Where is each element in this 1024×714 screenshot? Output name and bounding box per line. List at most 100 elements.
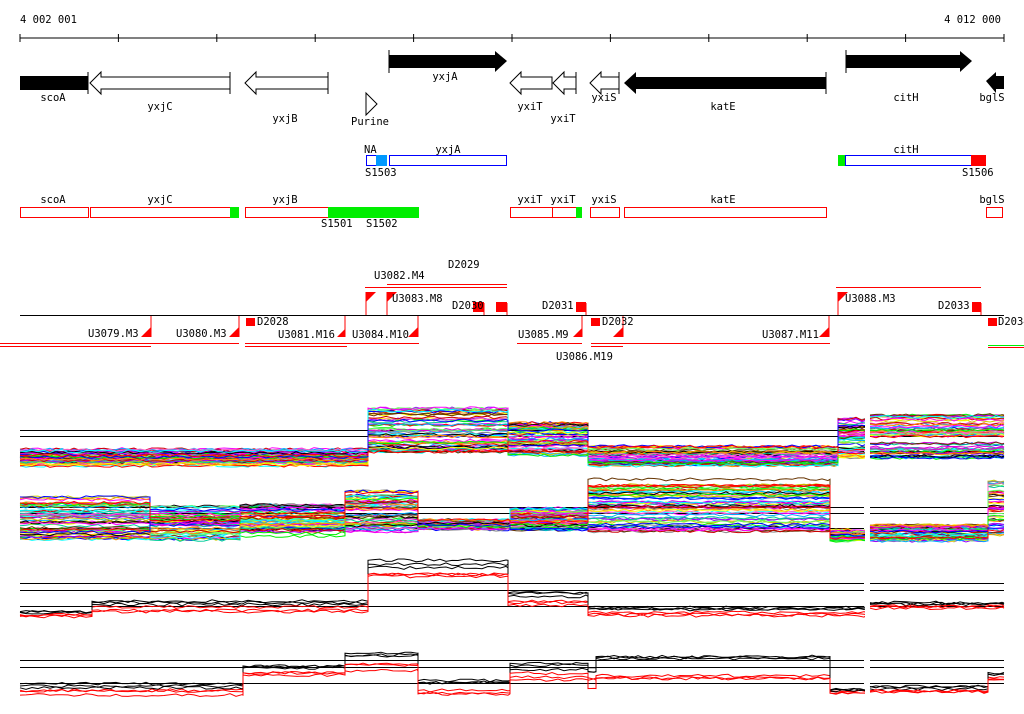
- expression-series-line: [19, 653, 1005, 692]
- ruler-ticks: [19, 34, 1005, 42]
- expression-series-line: [19, 425, 1005, 462]
- segmentation-track: U3082.M4 U3083.M8 D2029 D2030 D2031 U308…: [0, 259, 1024, 363]
- expression-panels: [19, 380, 1005, 714]
- expression-panel-1: [19, 380, 1005, 490]
- segment-label-d2030[interactable]: D2030: [452, 300, 484, 312]
- gene-track: scoA yxjC yxjB Purine yxjA yxiT yxiT yxi…: [20, 50, 1005, 128]
- transcript-label: yxiS: [591, 194, 616, 206]
- segment-label-u3087[interactable]: U3087.M11: [762, 329, 819, 341]
- expression-series-line: [19, 427, 1005, 456]
- transcript-yxiT-2[interactable]: [552, 207, 577, 218]
- site-label-s1506: S1506: [962, 167, 994, 179]
- operon-label-na: NA: [364, 144, 377, 156]
- gene-yxiT-2[interactable]: yxiT: [550, 70, 577, 125]
- transcript-track: [20, 207, 1003, 218]
- segment-label-u3084[interactable]: U3084.M10: [352, 329, 409, 341]
- gene-label: citH: [893, 92, 918, 104]
- transcript-yxjC[interactable]: [90, 207, 231, 218]
- gene-yxiT-1[interactable]: yxiT: [509, 70, 553, 113]
- segment-label-u3088[interactable]: U3088.M3: [845, 293, 896, 305]
- expression-series-line: [19, 408, 1005, 468]
- operon-label-yxjA: yxjA: [435, 144, 461, 156]
- transcript-yxiT-1[interactable]: [510, 207, 553, 218]
- gene-yxjC[interactable]: yxjC: [89, 70, 231, 113]
- operon-na[interactable]: [366, 155, 388, 166]
- gene-label: Purine: [351, 116, 389, 128]
- expression-series-line: [19, 483, 1005, 540]
- expression-series-line: [19, 418, 1005, 460]
- transcript-label: yxjB: [272, 194, 297, 206]
- segment-label-u3082[interactable]: U3082.M4: [374, 270, 425, 282]
- expression-series-line: [19, 434, 1005, 458]
- gene-katE[interactable]: katE: [624, 72, 827, 113]
- gene-label: yxjA: [432, 71, 458, 83]
- segment-label-d2031[interactable]: D2031: [542, 300, 574, 312]
- segment-label-u3083[interactable]: U3083.M8: [392, 293, 443, 305]
- gene-yxiS[interactable]: yxiS: [589, 70, 620, 104]
- transcript-label: bglS: [979, 194, 1004, 206]
- segment-label-d2028[interactable]: D2028: [257, 316, 289, 328]
- expression-series-line: [19, 572, 1005, 617]
- expression-series-line: [19, 651, 1004, 692]
- ruler-start-label: 4 002 001: [20, 14, 77, 26]
- transcript-katE[interactable]: [624, 207, 827, 218]
- gene-label: katE: [710, 101, 735, 113]
- transcript-label: katE: [710, 194, 735, 206]
- gene-citH[interactable]: citH: [845, 50, 972, 104]
- gene-yxjA[interactable]: yxjA: [388, 50, 507, 83]
- operon-yxjA[interactable]: [389, 155, 507, 166]
- transcript-site: [328, 207, 419, 218]
- transcript-yxjB[interactable]: [245, 207, 329, 218]
- expression-series-line: [19, 562, 1005, 614]
- expression-series-line: [19, 426, 1005, 465]
- transcript-site: [576, 207, 582, 218]
- transcript-label: yxiT: [550, 194, 576, 206]
- transcript-scoA[interactable]: [20, 207, 89, 218]
- segment-label-u3085[interactable]: U3085.M9: [518, 329, 569, 341]
- terminator-purine[interactable]: Purine: [351, 91, 389, 128]
- panel-gap: [865, 457, 869, 567]
- gene-label: yxjC: [147, 101, 172, 113]
- operon-citH[interactable]: [838, 155, 986, 166]
- gene-yxjB[interactable]: yxjB: [244, 70, 329, 125]
- gene-label: yxiT: [517, 101, 543, 113]
- gene-label: yxiT: [550, 113, 576, 125]
- transcript-site: [230, 207, 239, 218]
- ruler-end-label: 4 012 000: [944, 14, 1001, 26]
- expression-panel-3: [19, 533, 1005, 643]
- segment-label-d2033[interactable]: D2033: [938, 300, 970, 312]
- segment-label-d2032[interactable]: D2032: [602, 316, 634, 328]
- gene-label: scoA: [40, 92, 66, 104]
- transcript-yxiS[interactable]: [590, 207, 620, 218]
- transcript-label: yxjC: [147, 194, 172, 206]
- expression-series-line: [19, 663, 1004, 696]
- segment-label-d2029[interactable]: D2029: [448, 259, 480, 271]
- coordinate-ruler: 4 002 001 4 012 000: [19, 14, 1005, 42]
- transcript-labels: scoA yxjC yxjB yxiT yxiT yxiS katE bglS …: [40, 194, 1004, 230]
- segment-label-u3079[interactable]: U3079.M3: [88, 328, 139, 340]
- panel-gap: [865, 533, 869, 643]
- operon-track: NA S1503 yxjA citH S1506: [364, 144, 994, 179]
- site-label-s1503: S1503: [365, 167, 397, 179]
- gene-scoA[interactable]: scoA: [20, 72, 89, 104]
- gene-bglS[interactable]: bglS: [979, 72, 1005, 104]
- site-label-s1501: S1501: [321, 218, 353, 230]
- transcript-label: yxiT: [517, 194, 543, 206]
- segment-label-u3080[interactable]: U3080.M3: [176, 328, 227, 340]
- expression-series-line: [19, 572, 1005, 619]
- expression-panel-4: [19, 610, 1005, 714]
- transcript-label: scoA: [40, 194, 66, 206]
- operon-label-citH: citH: [893, 144, 918, 156]
- panel-gap: [865, 610, 869, 714]
- expression-panel-2: [19, 457, 1005, 567]
- gene-label: bglS: [979, 92, 1004, 104]
- panel-gap: [865, 380, 869, 490]
- segment-label-u3086[interactable]: U3086.M19: [556, 351, 613, 363]
- gene-label: yxjB: [272, 113, 297, 125]
- segment-label-d2034[interactable]: D2034: [998, 316, 1024, 328]
- gene-label: yxiS: [591, 92, 616, 104]
- transcript-bglS[interactable]: [986, 207, 1003, 218]
- site-label-s1502: S1502: [366, 218, 398, 230]
- segment-label-u3081[interactable]: U3081.M16: [278, 329, 335, 341]
